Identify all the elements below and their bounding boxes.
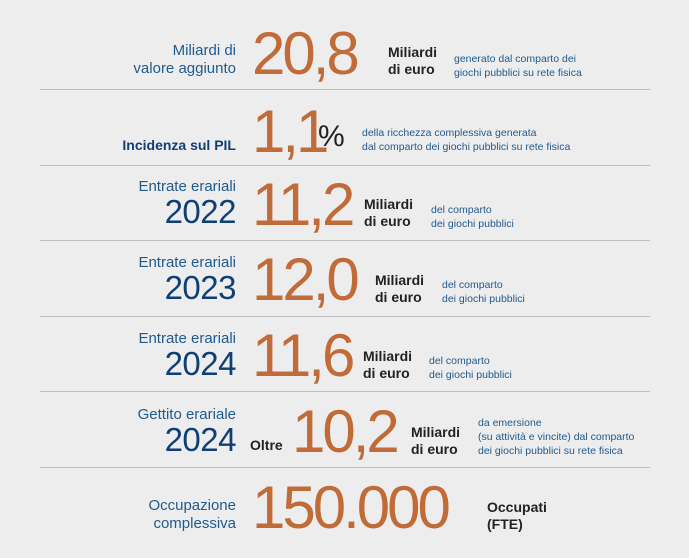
divider bbox=[40, 467, 650, 468]
row-6-label: Gettito erariale 2024 bbox=[137, 406, 237, 458]
row-5-label-line1: Entrate erariali bbox=[138, 330, 236, 347]
row-1-description: generato dal comparto dei giochi pubblic… bbox=[454, 52, 582, 80]
row-6-unit: Miliardi di euro bbox=[411, 424, 460, 458]
row-4-desc-line1: del comparto bbox=[442, 279, 503, 291]
row-5-description: del comparto dei giochi pubblici bbox=[429, 354, 512, 382]
divider bbox=[40, 391, 650, 392]
row-3-desc-line1: del comparto bbox=[431, 204, 492, 216]
row-6-desc-line3: dei giochi pubblici su rete fisica bbox=[478, 445, 623, 457]
row-2-label-text: Incidenza sul PIL bbox=[122, 137, 236, 153]
divider bbox=[40, 165, 650, 166]
row-4-description: del comparto dei giochi pubblici bbox=[442, 278, 525, 306]
row-1-label-line1: Miliardi di bbox=[172, 42, 236, 59]
row-5-year: 2024 bbox=[164, 345, 237, 382]
row-3-label: Entrate erariali 2022 bbox=[138, 178, 236, 228]
row-6-label-line1: Gettito erariale bbox=[137, 406, 236, 423]
row-5-unit: Miliardi di euro bbox=[363, 348, 412, 382]
row-6-value: 10,2 bbox=[292, 398, 400, 465]
row-4-desc-line2: dei giochi pubblici bbox=[442, 293, 525, 305]
row-5-value: 11,6 bbox=[252, 322, 355, 389]
row-6-description: da emersione (su attività e vincite) dal… bbox=[478, 416, 634, 458]
row-2-label: Incidenza sul PIL bbox=[122, 136, 236, 154]
row-3-year: 2022 bbox=[164, 193, 237, 230]
row-3-value: 11,2 bbox=[252, 171, 355, 238]
row-1-unit-line1: Miliardi bbox=[388, 44, 438, 60]
row-1-label-line2: valore aggiunto bbox=[133, 60, 236, 77]
row-6-prefix: Oltre bbox=[250, 437, 283, 453]
row-5-unit-line1: Miliardi bbox=[363, 348, 413, 364]
row-4-label: Entrate erariali 2023 bbox=[138, 254, 236, 304]
divider bbox=[40, 316, 650, 317]
row-1-desc-line1: generato dal comparto dei bbox=[454, 53, 576, 65]
row-6-desc-line1: da emersione bbox=[478, 417, 542, 429]
row-7-unit: Occupati (FTE) bbox=[487, 499, 547, 533]
row-2-description: della ricchezza complessiva generata dal… bbox=[362, 126, 570, 154]
row-3-unit: Miliardi di euro bbox=[364, 196, 413, 230]
row-7-label-line1: Occupazione bbox=[148, 497, 236, 514]
row-4-unit-line1: Miliardi bbox=[375, 272, 425, 288]
row-1-unit: Miliardi di euro bbox=[388, 44, 437, 78]
row-1-desc-line2: giochi pubblici su rete fisica bbox=[454, 67, 582, 79]
row-3-description: del comparto dei giochi pubblici bbox=[431, 203, 514, 231]
row-6-unit-line1: Miliardi bbox=[411, 424, 461, 440]
row-5-label: Entrate erariali 2024 bbox=[138, 330, 236, 380]
divider bbox=[40, 240, 650, 241]
row-1-unit-line2: di euro bbox=[388, 61, 435, 77]
row-7-unit-line1: Occupati bbox=[487, 499, 547, 515]
row-1-label: Miliardi di valore aggiunto bbox=[133, 42, 236, 78]
row-5-desc-line1: del comparto bbox=[429, 355, 490, 367]
row-2-value: 1,1 bbox=[252, 98, 329, 165]
row-5-unit-line2: di euro bbox=[363, 365, 410, 381]
row-4-unit: Miliardi di euro bbox=[375, 272, 424, 306]
row-5-desc-line2: dei giochi pubblici bbox=[429, 369, 512, 381]
row-7-label-line2: complessiva bbox=[153, 515, 236, 532]
row-2-percent-unit: % bbox=[318, 120, 345, 153]
row-3-unit-line1: Miliardi bbox=[364, 196, 414, 212]
row-2-desc-line2: dal comparto dei giochi pubblici su rete… bbox=[362, 141, 571, 153]
row-6-year: 2024 bbox=[164, 421, 237, 458]
row-6-desc-line2: (su attività e vincite) dal comparto bbox=[478, 431, 635, 443]
row-6-unit-line2: di euro bbox=[411, 441, 458, 457]
row-1-value: 20,8 bbox=[252, 20, 360, 87]
row-3-unit-line2: di euro bbox=[364, 213, 411, 229]
row-7-unit-line2: (FTE) bbox=[487, 516, 523, 532]
row-4-unit-line2: di euro bbox=[375, 289, 422, 305]
divider bbox=[40, 89, 650, 90]
row-3-label-line1: Entrate erariali bbox=[138, 178, 236, 195]
row-3-desc-line2: dei giochi pubblici bbox=[431, 218, 514, 230]
row-4-value: 12,0 bbox=[252, 246, 360, 313]
row-2-desc-line1: della ricchezza complessiva generata bbox=[362, 127, 537, 139]
row-4-year: 2023 bbox=[164, 269, 237, 306]
row-4-label-line1: Entrate erariali bbox=[138, 254, 236, 271]
row-7-label: Occupazione complessiva bbox=[148, 497, 236, 533]
row-7-value: 150.000 bbox=[252, 474, 451, 541]
